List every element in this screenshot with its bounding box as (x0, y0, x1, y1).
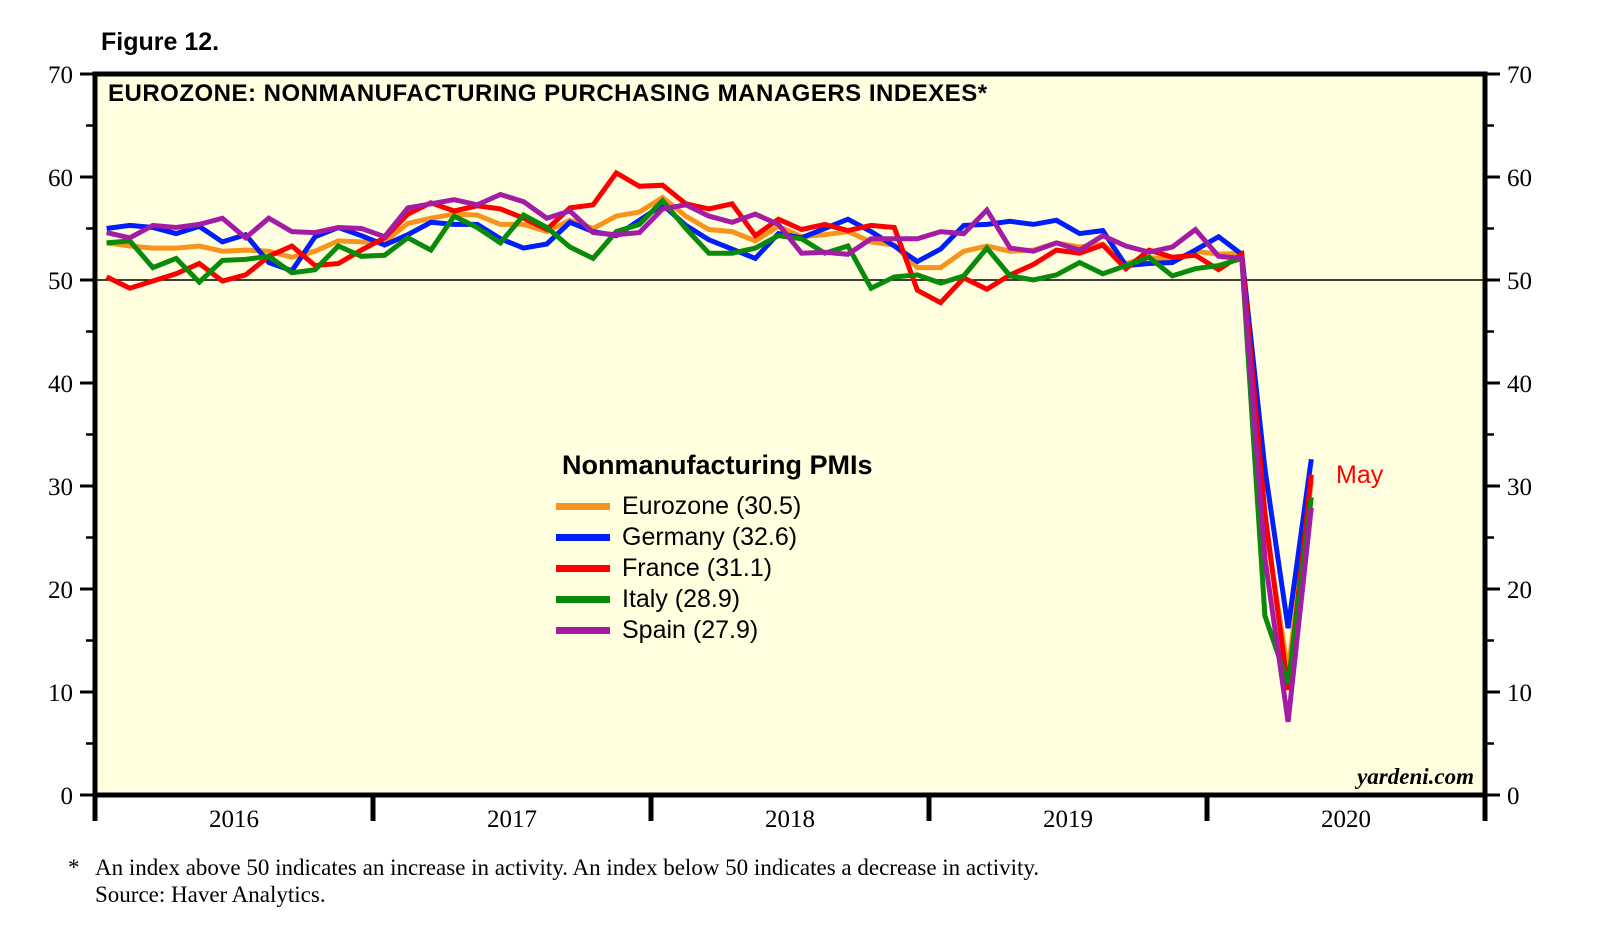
italy-line-swatch (556, 596, 610, 603)
y-axis-label-left: 20 (48, 577, 73, 604)
y-axis-label-right: 70 (1507, 62, 1532, 89)
legend-label-eurozone: Eurozone (30.5) (622, 492, 802, 520)
footnote-line1: An index above 50 indicates an increase … (95, 855, 1040, 880)
legend: Nonmanufacturing PMIs Eurozone (30.5) Ge… (556, 450, 873, 646)
plot-background (95, 74, 1485, 795)
chart-title: EUROZONE: NONMANUFACTURING PURCHASING MA… (108, 80, 988, 107)
footnote-asterisk: * (68, 855, 80, 880)
y-axis-label-left: 0 (61, 783, 74, 810)
y-axis-label-left: 60 (48, 165, 73, 192)
yardeni-watermark: yardeni.com (1357, 764, 1474, 789)
y-axis-label-right: 10 (1507, 680, 1532, 707)
footnote: * An index above 50 indicates an increas… (68, 854, 1039, 908)
series-line-france (105, 169, 1314, 691)
y-axis-label-left: 50 (48, 268, 73, 295)
x-axis-label-2017: 2017 (487, 806, 537, 833)
legend-header: Nonmanufacturing PMIs (562, 450, 873, 480)
x-axis-label-2019: 2019 (1043, 806, 1093, 833)
legend-label-germany: Germany (32.6) (622, 523, 798, 551)
legend-label-france: France (31.1) (622, 554, 773, 582)
footnote-text: An index above 50 indicates an increase … (95, 854, 1039, 908)
may-annotation: May (1336, 461, 1384, 489)
y-axis-label-right: 0 (1507, 783, 1520, 810)
legend-label-italy: Italy (28.9) (622, 585, 741, 613)
y-axis-label-right: 40 (1507, 371, 1532, 398)
legend-item-spain: Spain (27.9) (556, 615, 873, 646)
series-line-spain (106, 191, 1314, 723)
x-axis-label-2020: 2020 (1321, 806, 1371, 833)
footnote-line2: Source: Haver Analytics. (95, 882, 326, 907)
y-axis-label-left: 40 (48, 371, 73, 398)
series-line-germany (106, 201, 1314, 629)
legend-item-eurozone: Eurozone (30.5) (556, 491, 873, 522)
legend-item-germany: Germany (32.6) (556, 522, 873, 553)
figure-label: Figure 12. (101, 28, 220, 56)
legend-item-france: France (31.1) (556, 553, 873, 584)
y-axis-label-left: 10 (48, 680, 73, 707)
eurozone-line-swatch (556, 503, 610, 510)
legend-item-italy: Italy (28.9) (556, 584, 873, 615)
germany-line-swatch (556, 534, 610, 541)
plot-frame (92, 71, 1488, 798)
y-axis-label-left: 30 (48, 474, 73, 501)
y-axis-label-right: 20 (1507, 577, 1532, 604)
y-axis-label-left: 70 (48, 62, 73, 89)
series-line-italy (106, 196, 1314, 685)
legend-label-spain: Spain (27.9) (622, 616, 759, 644)
france-line-swatch (556, 565, 610, 572)
y-axis-label-right: 30 (1507, 474, 1532, 501)
x-axis-label-2016: 2016 (209, 806, 259, 833)
x-axis-label-2018: 2018 (765, 806, 815, 833)
spain-line-swatch (556, 627, 610, 634)
y-axis-label-right: 60 (1507, 165, 1532, 192)
y-axis-label-right: 50 (1507, 268, 1532, 295)
